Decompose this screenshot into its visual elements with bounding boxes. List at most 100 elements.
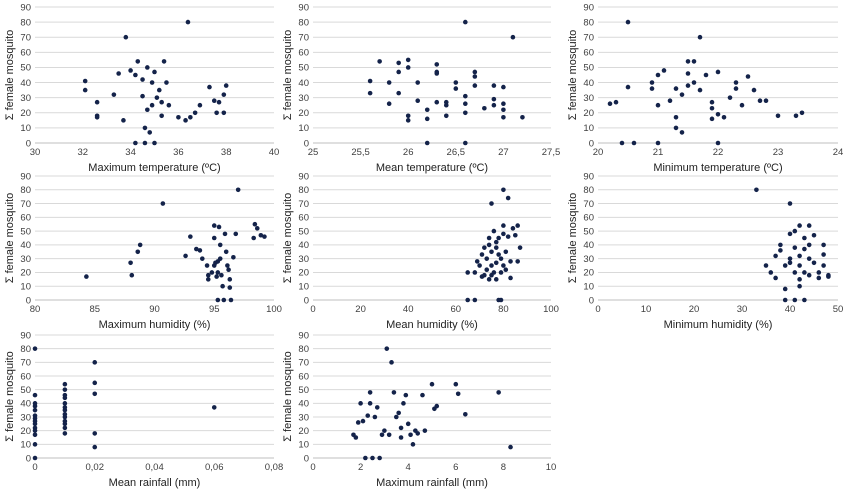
y-tick-label: 20	[298, 426, 309, 437]
x-tick-label: 60	[451, 304, 462, 315]
data-point	[493, 260, 499, 266]
data-point	[62, 395, 68, 401]
data-point	[474, 259, 480, 264]
data-point	[401, 401, 406, 406]
y-tick-label: 60	[298, 213, 309, 224]
data-point	[149, 80, 155, 85]
x-tick-label: 30	[737, 304, 748, 315]
data-point	[149, 102, 155, 108]
data-point	[424, 116, 430, 122]
y-tick-label: 10	[20, 123, 31, 134]
data-point	[396, 69, 401, 75]
y-tick-label: 90	[298, 2, 309, 13]
data-point	[205, 272, 211, 278]
data-point	[254, 226, 260, 231]
data-point	[123, 34, 129, 40]
y-axis-label: Σ female mosquito	[4, 193, 16, 284]
data-point	[133, 72, 138, 78]
y-tick-label: 90	[298, 330, 309, 341]
data-point	[453, 381, 459, 387]
data-point	[156, 87, 162, 93]
data-point	[211, 405, 217, 410]
y-tick-label: 0	[304, 295, 309, 306]
data-point	[32, 421, 38, 427]
data-point	[32, 403, 38, 409]
data-point	[501, 115, 506, 120]
data-point	[32, 392, 38, 398]
data-point	[797, 253, 802, 259]
data-point	[508, 275, 513, 281]
x-tick-label: 25	[308, 147, 319, 158]
data-point	[214, 274, 219, 279]
data-point	[215, 297, 221, 303]
data-point	[215, 270, 221, 275]
data-point	[697, 87, 703, 93]
data-point	[214, 110, 219, 116]
y-axis-label: Σ female mosquito	[567, 30, 579, 121]
data-point	[792, 297, 798, 303]
data-point	[745, 74, 751, 79]
data-point	[513, 232, 518, 238]
data-point	[453, 80, 459, 85]
data-point	[355, 420, 361, 425]
data-point	[220, 283, 225, 289]
y-tick-label: 70	[583, 33, 594, 44]
data-point	[679, 130, 685, 135]
x-tick-label: 6	[453, 462, 458, 473]
data-point	[223, 249, 229, 255]
data-point	[787, 201, 793, 206]
chart-panel-1: 0 10 20 30 40 50 60 70 80 90 30 32 34 36 38 40 Maximum t…	[4, 2, 279, 174]
data-point	[434, 71, 440, 76]
data-point	[763, 263, 769, 268]
data-point	[94, 115, 100, 120]
data-point	[405, 113, 411, 119]
data-point	[649, 86, 655, 91]
y-tick-label: 70	[20, 358, 31, 369]
y-tick-label: 10	[298, 440, 309, 451]
x-tick-label: 4	[406, 462, 411, 473]
data-point	[515, 223, 520, 228]
data-point	[703, 72, 709, 78]
x-tick-label: 80	[30, 304, 41, 315]
data-point	[465, 270, 471, 275]
x-tick-label: 85	[89, 304, 100, 315]
data-point	[204, 263, 210, 268]
data-point	[197, 248, 203, 253]
y-tick-label: 80	[20, 185, 31, 196]
x-tick-label: 40	[269, 147, 280, 158]
data-point	[739, 102, 745, 108]
data-point	[486, 242, 492, 248]
data-point	[405, 421, 411, 427]
y-tick-label: 40	[20, 240, 31, 251]
data-point	[655, 102, 661, 108]
data-point	[405, 118, 411, 123]
data-point	[32, 442, 38, 447]
x-tick-label: 2	[358, 462, 363, 473]
data-point	[484, 256, 490, 261]
y-tick-label: 20	[20, 268, 31, 279]
x-axis-label: Minimum temperature (ºC)	[653, 162, 782, 174]
data-point	[489, 263, 494, 268]
x-tick-label: 0,06	[205, 462, 224, 473]
data-point	[209, 270, 215, 275]
data-point	[145, 107, 150, 113]
data-point	[491, 102, 497, 108]
x-tick-label: 0,04	[145, 462, 164, 473]
data-point	[697, 34, 703, 40]
y-tick-label: 20	[298, 108, 309, 119]
y-tick-label: 50	[298, 385, 309, 396]
x-tick-label: 30	[30, 147, 41, 158]
y-tick-label: 10	[298, 123, 309, 134]
y-tick-label: 50	[20, 226, 31, 237]
data-point	[802, 270, 807, 275]
data-point	[219, 272, 224, 278]
x-axis-label: Mean temperature (ºC)	[376, 162, 488, 174]
y-tick-label: 60	[298, 48, 309, 59]
data-point	[685, 71, 691, 76]
data-point	[787, 256, 793, 261]
y-tick-label: 80	[298, 344, 309, 355]
data-point	[121, 118, 126, 123]
data-point	[185, 19, 191, 25]
